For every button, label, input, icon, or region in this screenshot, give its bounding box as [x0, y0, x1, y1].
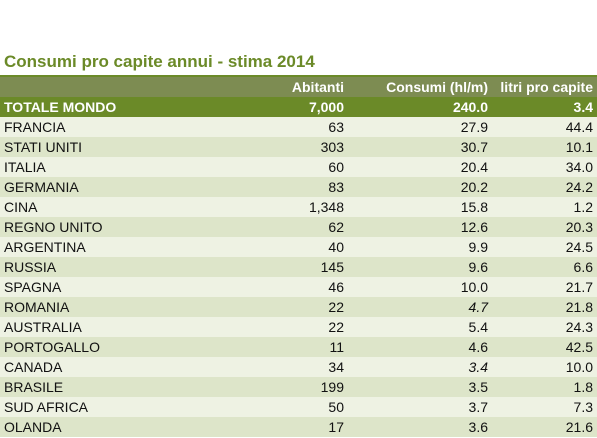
column-header-litri: litri pro capite [492, 77, 597, 97]
table-row: BRASILE 199 3.5 1.8 [0, 377, 597, 397]
total-litri-cell: 3.4 [492, 97, 597, 117]
table-row: CINA 1,348 15.8 1.2 [0, 197, 597, 217]
litri-cell: 34.0 [492, 157, 597, 177]
consumi-cell: 3.6 [348, 417, 492, 437]
litri-cell: 21.7 [492, 277, 597, 297]
table-row: ROMANIA 22 4.7 21.8 [0, 297, 597, 317]
table-row: REGNO UNITO 62 12.6 20.3 [0, 217, 597, 237]
table-row: GERMANIA 83 20.2 24.2 [0, 177, 597, 197]
country-cell: ARGENTINA [0, 237, 227, 257]
country-cell: RUSSIA [0, 257, 227, 277]
litri-cell: 1.2 [492, 197, 597, 217]
abitanti-cell: 17 [227, 417, 348, 437]
country-cell: GERMANIA [0, 177, 227, 197]
country-cell: REGNO UNITO [0, 217, 227, 237]
litri-cell: 21.8 [492, 297, 597, 317]
consumi-cell: 3.7 [348, 397, 492, 417]
table-row: CANADA 34 3.4 10.0 [0, 357, 597, 377]
table-body: TOTALE MONDO 7,000 240.0 3.4 FRANCIA 63 27… [0, 97, 597, 437]
consumi-cell: 30.7 [348, 137, 492, 157]
abitanti-cell: 62 [227, 217, 348, 237]
table-row: SPAGNA 46 10.0 21.7 [0, 277, 597, 297]
consumi-cell: 10.0 [348, 277, 492, 297]
country-cell: CANADA [0, 357, 227, 377]
country-cell: OLANDA [0, 417, 227, 437]
consumi-cell: 20.2 [348, 177, 492, 197]
table-header-row: Abitanti Consumi (hl/m) litri pro capite [0, 77, 597, 97]
litri-cell: 42.5 [492, 337, 597, 357]
litri-cell: 6.6 [492, 257, 597, 277]
country-cell: BRASILE [0, 377, 227, 397]
column-header-abitanti: Abitanti [227, 77, 348, 97]
consumption-table: Abitanti Consumi (hl/m) litri pro capite… [0, 77, 597, 437]
litri-cell: 44.4 [492, 117, 597, 137]
consumi-cell: 27.9 [348, 117, 492, 137]
country-cell: SPAGNA [0, 277, 227, 297]
litri-cell: 10.1 [492, 137, 597, 157]
abitanti-cell: 199 [227, 377, 348, 397]
abitanti-cell: 145 [227, 257, 348, 277]
table-row: AUSTRALIA 22 5.4 24.3 [0, 317, 597, 337]
country-cell: SUD AFRICA [0, 397, 227, 417]
abitanti-cell: 63 [227, 117, 348, 137]
litri-cell: 1.8 [492, 377, 597, 397]
abitanti-cell: 22 [227, 297, 348, 317]
litri-cell: 20.3 [492, 217, 597, 237]
table-row: FRANCIA 63 27.9 44.4 [0, 117, 597, 137]
abitanti-cell: 40 [227, 237, 348, 257]
litri-cell: 24.2 [492, 177, 597, 197]
table-row: RUSSIA 145 9.6 6.6 [0, 257, 597, 277]
title-divider [0, 75, 597, 77]
consumi-cell: 4.7 [348, 297, 492, 317]
table-row: PORTOGALLO 11 4.6 42.5 [0, 337, 597, 357]
consumi-cell: 15.8 [348, 197, 492, 217]
consumi-cell: 9.6 [348, 257, 492, 277]
litri-cell: 24.3 [492, 317, 597, 337]
country-cell: FRANCIA [0, 117, 227, 137]
consumi-cell: 20.4 [348, 157, 492, 177]
table-row: ITALIA 60 20.4 34.0 [0, 157, 597, 177]
consumi-cell: 4.6 [348, 337, 492, 357]
consumi-cell: 5.4 [348, 317, 492, 337]
table-row: ARGENTINA 40 9.9 24.5 [0, 237, 597, 257]
country-cell: STATI UNITI [0, 137, 227, 157]
consumi-cell: 9.9 [348, 237, 492, 257]
abitanti-cell: 303 [227, 137, 348, 157]
table-row: SUD AFRICA 50 3.7 7.3 [0, 397, 597, 417]
column-header-country [0, 77, 227, 97]
country-cell: ROMANIA [0, 297, 227, 317]
total-abitanti-cell: 7,000 [227, 97, 348, 117]
consumi-cell: 3.4 [348, 357, 492, 377]
litri-cell: 7.3 [492, 397, 597, 417]
consumi-cell: 3.5 [348, 377, 492, 397]
abitanti-cell: 34 [227, 357, 348, 377]
abitanti-cell: 60 [227, 157, 348, 177]
total-row: TOTALE MONDO 7,000 240.0 3.4 [0, 97, 597, 117]
country-cell: AUSTRALIA [0, 317, 227, 337]
abitanti-cell: 50 [227, 397, 348, 417]
abitanti-cell: 83 [227, 177, 348, 197]
total-country-cell: TOTALE MONDO [0, 97, 227, 117]
litri-cell: 24.5 [492, 237, 597, 257]
consumi-cell: 12.6 [348, 217, 492, 237]
abitanti-cell: 22 [227, 317, 348, 337]
litri-cell: 10.0 [492, 357, 597, 377]
abitanti-cell: 46 [227, 277, 348, 297]
country-cell: ITALIA [0, 157, 227, 177]
abitanti-cell: 1,348 [227, 197, 348, 217]
total-consumi-cell: 240.0 [348, 97, 492, 117]
page-title: Consumi pro capite annui - stima 2014 [4, 52, 315, 71]
table-row: STATI UNITI 303 30.7 10.1 [0, 137, 597, 157]
country-cell: CINA [0, 197, 227, 217]
abitanti-cell: 11 [227, 337, 348, 357]
litri-cell: 21.6 [492, 417, 597, 437]
country-cell: PORTOGALLO [0, 337, 227, 357]
table-row: OLANDA 17 3.6 21.6 [0, 417, 597, 437]
column-header-consumi: Consumi (hl/m) [348, 77, 492, 97]
